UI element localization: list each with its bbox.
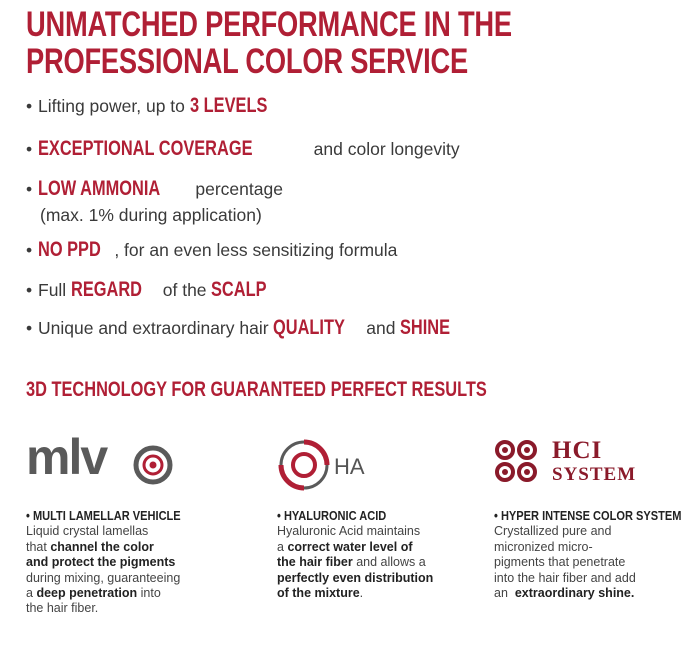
ha-description: • HYALURONIC ACID Hyaluronic Acid mainta…: [277, 508, 434, 601]
ammonia-note: (max. 1% during application): [40, 205, 262, 225]
highlight-exceptional-coverage: EXCEPTIONAL COVERAGE: [38, 137, 253, 160]
mlv-wordmark: mlv: [26, 429, 108, 485]
mlv-description: • MULTI LAMELLAR VEHICLE Liquid crystal …: [26, 508, 181, 616]
bullet-no-ppd: • NO PPD, for an even less sensitizing fo…: [26, 238, 398, 261]
hci-wordmark-1: HCI: [552, 437, 603, 464]
hci-title: • HYPER INTENSE COLOR SYSTEM: [494, 508, 681, 523]
bullet-quality-shine: • Unique and extraordinary hair QUALITY a…: [26, 316, 451, 339]
ha-title: • HYALURONIC ACID: [277, 508, 387, 523]
mlv-target-icon: [133, 445, 173, 485]
mlv-title: • MULTI LAMELLAR VEHICLE: [26, 508, 181, 523]
mlv-logo: mlv: [26, 429, 176, 490]
bullet-lifting-power: • Lifting power, up to 3 LEVELS: [26, 94, 268, 117]
ha-wordmark: HA: [334, 454, 365, 479]
highlight-scalp: SCALP: [211, 278, 267, 301]
ha-logo: HA: [277, 438, 387, 494]
bullet-scalp: • Full REGARD of the SCALP: [26, 278, 267, 301]
highlight-shine: SHINE: [400, 316, 451, 339]
headline-line-1: UNMATCHED PERFORMANCE IN THE: [26, 5, 512, 44]
ha-ring-icon: [278, 439, 330, 491]
hci-logo: HCI SYSTEM: [494, 437, 644, 487]
highlight-low-ammonia: LOW AMMONIA: [38, 177, 161, 200]
bullet-low-ammonia: • LOW AMMONIA percentage: [26, 177, 283, 200]
headline-line-2: PROFESSIONAL COLOR SERVICE: [26, 42, 468, 81]
hci-circles-icon: [495, 440, 537, 482]
bullet-coverage: • EXCEPTIONAL COVERAGE and color longevit…: [26, 137, 460, 160]
highlight-regard: REGARD: [71, 278, 143, 301]
page-headline: UNMATCHED PERFORMANCE IN THE PROFESSIONA…: [26, 6, 512, 80]
highlight-quality: QUALITY: [273, 316, 346, 339]
hci-description: • HYPER INTENSE COLOR SYSTEM Crystallize…: [494, 508, 681, 601]
hci-wordmark-2: SYSTEM: [552, 464, 637, 485]
technology-heading: 3D TECHNOLOGY FOR GUARANTEED PERFECT RES…: [26, 378, 487, 401]
highlight-3-levels: 3 LEVELS: [189, 94, 268, 117]
highlight-no-ppd: NO PPD: [38, 238, 101, 261]
